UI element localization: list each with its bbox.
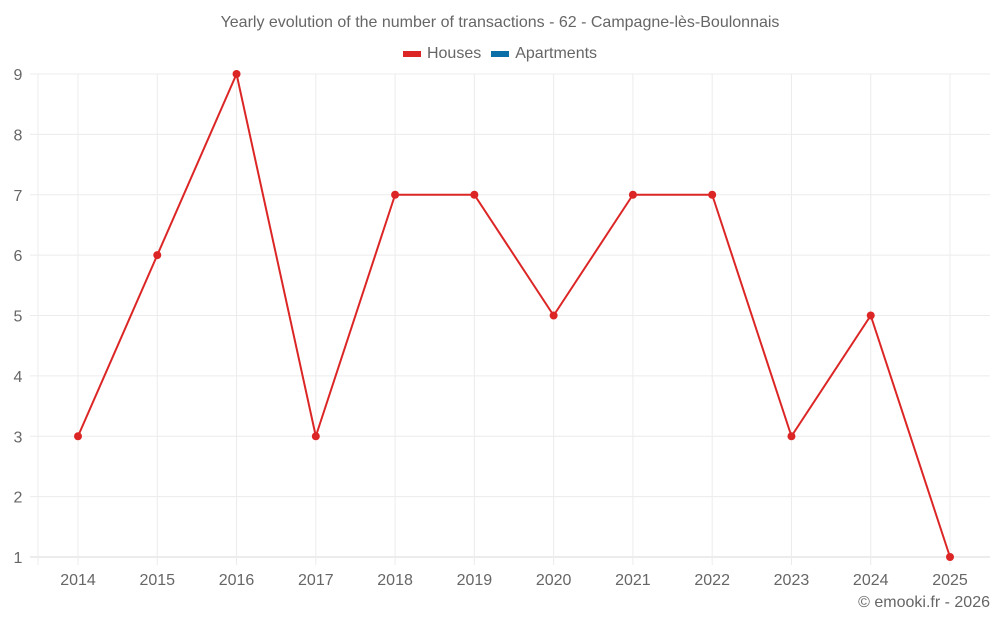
series-houses	[74, 70, 954, 561]
legend-label-apartments: Apartments	[515, 45, 598, 62]
data-point[interactable]	[232, 70, 241, 78]
data-point[interactable]	[549, 311, 558, 320]
x-tick-label: 2023	[774, 572, 810, 589]
x-tick-label: 2018	[377, 572, 413, 589]
y-tick-label: 7	[14, 188, 23, 205]
x-tick-label: 2025	[932, 572, 968, 589]
x-tick-label: 2020	[536, 572, 572, 589]
data-point[interactable]	[946, 553, 954, 561]
legend: Houses Apartments	[0, 45, 1000, 63]
apartments-swatch-icon	[491, 51, 510, 57]
x-tick-label: 2016	[219, 572, 255, 589]
y-tick-label: 6	[14, 248, 23, 265]
data-point[interactable]	[708, 190, 717, 199]
chart-title: Yearly evolution of the number of transa…	[220, 14, 780, 31]
legend-label-houses: Houses	[426, 45, 482, 62]
y-tick-label: 4	[14, 369, 23, 386]
data-point[interactable]	[628, 190, 637, 199]
credit-text: © emooki.fr - 2026	[858, 594, 990, 611]
x-tick-label: 2024	[853, 572, 889, 589]
data-point[interactable]	[311, 432, 320, 441]
y-tick-label: 3	[14, 429, 23, 446]
gridlines	[30, 73, 990, 565]
x-tick-label: 2021	[615, 572, 651, 589]
x-tick-label: 2014	[60, 572, 96, 589]
y-tick-label: 9	[14, 67, 23, 84]
y-axis: 1 2 3 4 5 6 7 8 9	[14, 67, 23, 567]
data-point[interactable]	[470, 190, 479, 199]
x-tick-label: 2019	[457, 572, 493, 589]
x-axis: 2014 2015 2016 2017 2018 2019 2020 2021 2022 2023…	[60, 572, 968, 589]
series-line	[77, 73, 951, 558]
x-tick-label: 2022	[694, 572, 730, 589]
data-point[interactable]	[391, 190, 400, 199]
data-point[interactable]	[866, 311, 875, 320]
y-tick-label: 1	[14, 550, 23, 567]
x-tick-label: 2015	[139, 572, 175, 589]
y-tick-label: 8	[14, 127, 23, 144]
y-tick-label: 5	[14, 309, 23, 326]
x-tick-label: 2017	[298, 572, 334, 589]
y-tick-label: 2	[14, 490, 23, 507]
data-point[interactable]	[787, 432, 796, 441]
legend-item-houses[interactable]: Houses	[402, 45, 482, 63]
data-point[interactable]	[153, 251, 162, 260]
data-point[interactable]	[74, 432, 82, 441]
houses-swatch-icon	[402, 51, 421, 57]
legend-item-apartments[interactable]: Apartments	[491, 45, 597, 63]
